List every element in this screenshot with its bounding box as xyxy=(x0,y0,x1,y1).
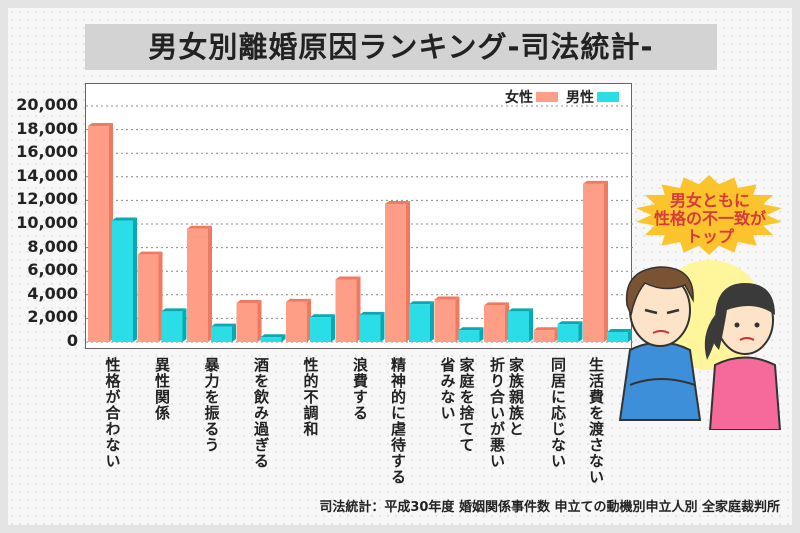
bar-top xyxy=(533,327,559,331)
y-tick-label: 20,000 xyxy=(16,95,78,114)
x-category-label: 同居に応じない xyxy=(549,357,567,469)
x-category-label: 生活費を渡さない xyxy=(587,357,605,485)
legend-female-swatch xyxy=(536,92,558,102)
x-category-label: 性的不調和 xyxy=(301,357,320,437)
bar-top xyxy=(434,296,460,300)
page-title: 男女別離婚原因ランキング-司法統計- xyxy=(85,24,717,70)
chart-area xyxy=(85,83,633,349)
legend-male-swatch xyxy=(597,92,619,102)
bar-side xyxy=(182,308,187,342)
bar-male xyxy=(409,304,430,342)
bar-top xyxy=(409,301,434,305)
bar-female xyxy=(88,126,109,342)
x-category-label: 酒を飲み過ぎる xyxy=(252,357,270,469)
bar-chart xyxy=(86,105,633,343)
bar-female xyxy=(187,228,208,342)
bar-top xyxy=(112,217,137,221)
bar-top xyxy=(187,225,212,229)
bar-top xyxy=(286,298,311,302)
y-tick-label: 12,000 xyxy=(16,189,78,209)
y-tick-label: 2,000 xyxy=(27,307,78,327)
y-tick-label: 8,000 xyxy=(27,236,78,256)
bar-top xyxy=(385,200,410,204)
x-category-label: 浪費する xyxy=(351,357,369,421)
legend-female-label: 女性 xyxy=(505,90,533,106)
bar-top xyxy=(458,327,484,331)
bar-side xyxy=(479,327,484,342)
bar-male xyxy=(211,326,232,342)
bar-side xyxy=(331,314,335,342)
bar-side xyxy=(529,308,533,342)
bar-female xyxy=(484,305,505,342)
bar-top xyxy=(137,251,163,255)
bar-female xyxy=(583,183,604,342)
y-tick-label: 16,000 xyxy=(16,142,78,162)
bar-side xyxy=(430,301,434,342)
bar-female xyxy=(137,254,159,342)
bar-side xyxy=(232,323,236,342)
bar-male xyxy=(458,330,480,342)
x-category-label: 家庭を捨てて 省みない xyxy=(438,357,476,453)
bar-top xyxy=(359,311,385,315)
couple-illustration xyxy=(618,260,782,430)
bar-male xyxy=(161,311,183,342)
bar-top xyxy=(211,323,236,327)
y-tick-label: 10,000 xyxy=(16,213,78,232)
callout-line: 男女ともに xyxy=(669,191,750,210)
y-tick-label: 0 xyxy=(66,331,78,350)
bar-top xyxy=(607,328,632,332)
bar-male xyxy=(557,324,579,342)
bar-side xyxy=(281,334,286,342)
bar-side xyxy=(133,217,137,342)
x-category-label: 異性関係 xyxy=(153,357,171,421)
bar-side xyxy=(380,311,385,342)
bar-top xyxy=(484,302,509,306)
callout-line: トップ xyxy=(685,227,734,246)
callout-line: 性格の不一致が xyxy=(653,209,766,228)
bar-side xyxy=(208,225,212,342)
bar-top xyxy=(335,276,361,280)
bar-top xyxy=(88,123,113,127)
x-category-label: 精神的に虐待する xyxy=(389,357,407,485)
bar-male xyxy=(112,220,133,342)
y-tick-label: 4,000 xyxy=(27,283,78,303)
bar-top xyxy=(508,308,533,312)
bar-side xyxy=(578,321,583,342)
bar-top xyxy=(557,321,583,325)
bar-male xyxy=(508,311,529,342)
bar-top xyxy=(260,334,286,338)
bar-male xyxy=(359,314,381,342)
bar-male xyxy=(310,317,331,342)
x-category-label: 家族親族と 折り合いが悪い xyxy=(488,357,525,469)
bar-female xyxy=(385,203,406,342)
bar-female xyxy=(335,279,357,342)
bar-top xyxy=(161,308,187,312)
y-tick-label: 6,000 xyxy=(27,260,78,280)
bar-side xyxy=(604,180,608,342)
bar-female xyxy=(286,301,307,342)
bar-top xyxy=(236,300,262,304)
callout-text: 男女ともに 性格の不一致が トップ xyxy=(640,192,780,246)
bar-side xyxy=(257,300,262,342)
bar-top xyxy=(583,180,608,184)
bar-female xyxy=(236,303,258,342)
source-note: 司法統計：平成30年度 婚姻関係事件数 申立ての動機別申立人別 全家庭裁判所 xyxy=(319,500,780,515)
x-category-label: 性格が合わない xyxy=(103,357,122,469)
bar-top xyxy=(310,314,335,318)
bar-male xyxy=(260,337,282,342)
y-tick-label: 14,000 xyxy=(16,165,78,185)
legend-male-label: 男性 xyxy=(566,90,594,106)
bar-female xyxy=(434,299,456,342)
bar-side xyxy=(628,328,632,342)
starburst-callout xyxy=(636,175,782,255)
bar-male xyxy=(607,331,628,342)
legend: 女性 男性 xyxy=(505,87,624,107)
x-category-label: 暴力を振るう xyxy=(202,357,221,453)
y-tick-label: 18,000 xyxy=(16,118,78,138)
bar-female xyxy=(533,330,555,342)
